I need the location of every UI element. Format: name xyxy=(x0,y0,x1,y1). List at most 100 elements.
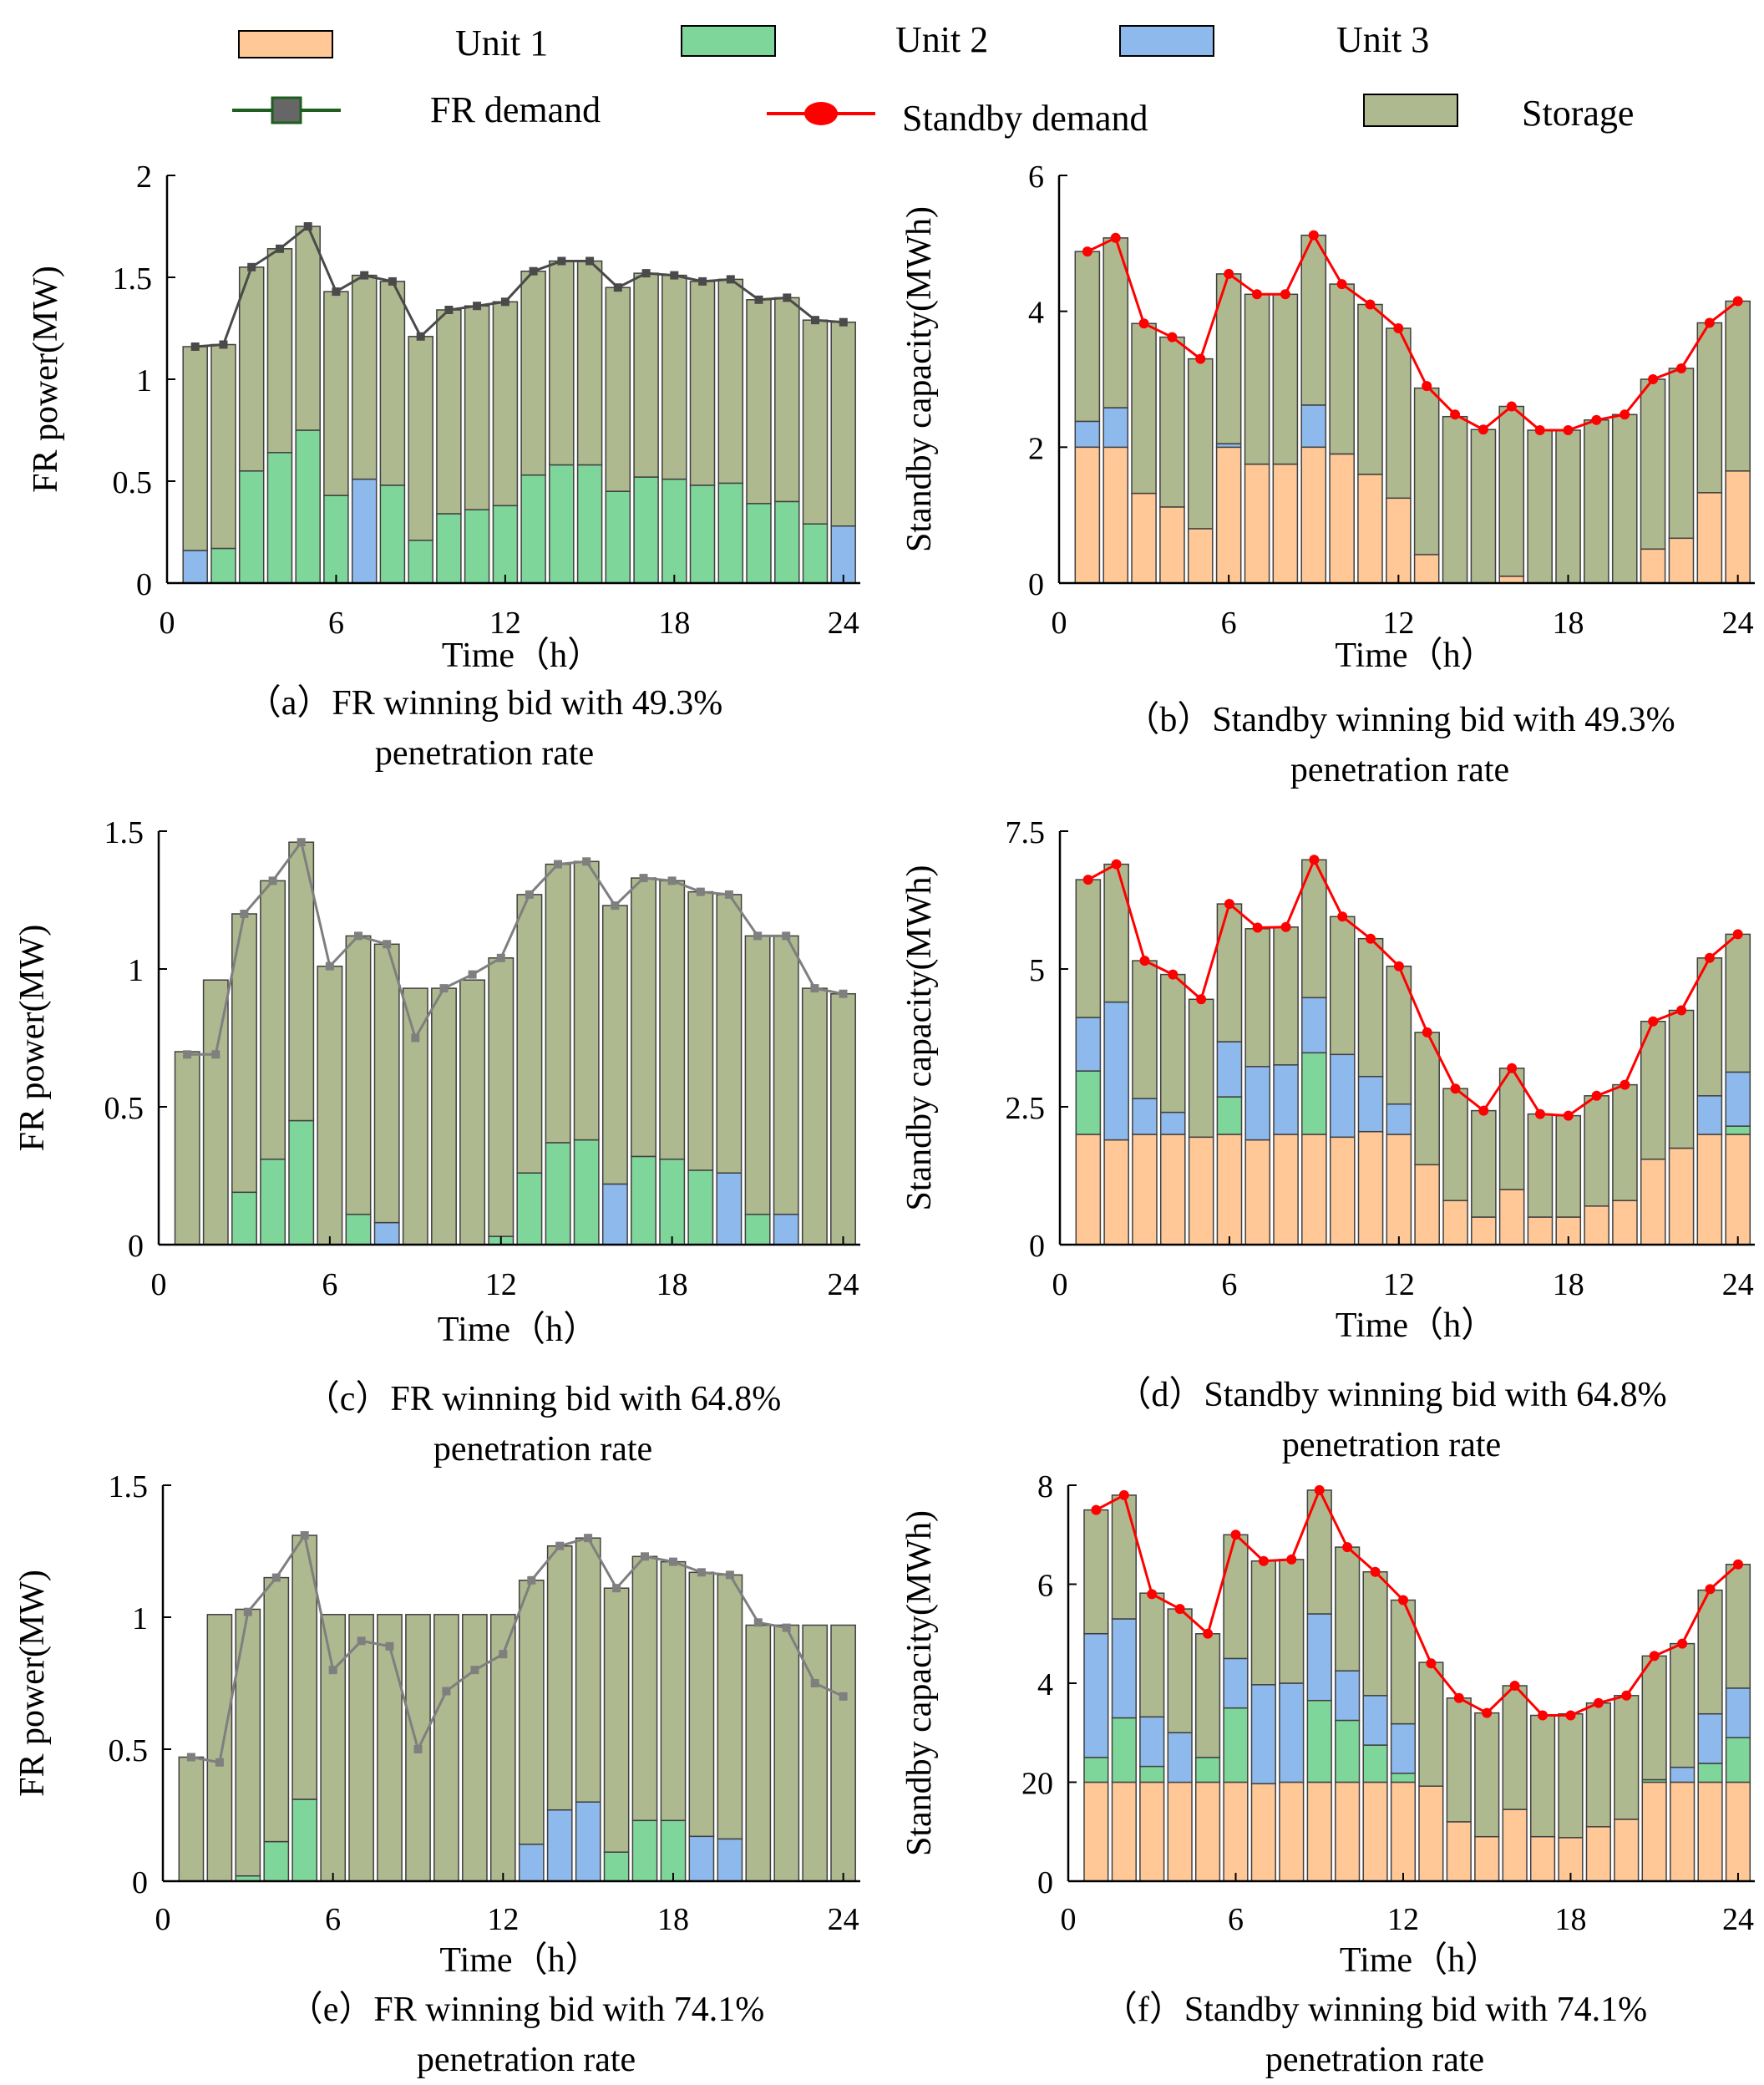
x-tick-label: 18 xyxy=(656,1267,688,1302)
demand-point-h2 xyxy=(1118,1489,1129,1500)
bar-storage-h17 xyxy=(631,877,656,1158)
demand-point-h14 xyxy=(1450,1083,1461,1094)
bar-storage-h9 xyxy=(408,336,433,541)
bar-storage-h20 xyxy=(717,278,744,484)
bar-storage-h15 xyxy=(575,1537,601,1803)
bar-unit2-h5 xyxy=(291,1798,318,1882)
demand-point-h23 xyxy=(1704,317,1715,328)
demand-point-h6 xyxy=(325,961,334,971)
demand-point-h16 xyxy=(1507,1063,1518,1073)
demand-point-h10 xyxy=(1342,1542,1353,1553)
bar-storage-h15 xyxy=(576,260,603,466)
bar-unit2-h14 xyxy=(545,1142,571,1245)
x-tick-label: 6 xyxy=(325,1902,341,1937)
y-tick-label: 0 xyxy=(1037,1865,1053,1900)
y-tick-label: 5 xyxy=(1029,953,1045,988)
chart-panel-c: 0 0.5 1 1.5 0 6 12 18 24 Time（h） FR power(MW) xyxy=(13,815,860,1349)
bar-unit1-h21 xyxy=(1640,1158,1666,1245)
bar-storage-h20 xyxy=(1612,1083,1638,1201)
bar-storage-h8 xyxy=(373,943,400,1224)
demand-point-h7 xyxy=(1258,1555,1269,1566)
x-tick-label: 6 xyxy=(322,1267,337,1302)
bar-storage-h1 xyxy=(1074,251,1101,423)
demand-point-h16 xyxy=(611,901,620,911)
bar-storage-h14 xyxy=(1446,1697,1472,1823)
demand-line xyxy=(1087,232,1739,432)
demand-point-h16 xyxy=(613,283,622,292)
bar-storage-h17 xyxy=(1527,1113,1554,1218)
bar-unit3-h20 xyxy=(717,1838,743,1882)
bar-unit3-h1 xyxy=(1083,1633,1109,1758)
demand-point-h17 xyxy=(1534,425,1545,435)
demand-point-h21 xyxy=(1648,374,1659,384)
bar-storage-h3 xyxy=(231,913,257,1194)
legend-swatch-unit3 xyxy=(1119,25,1214,57)
demand-point-h13 xyxy=(1422,1027,1432,1037)
demand-point-h21 xyxy=(1648,1016,1659,1027)
demand-point-h3 xyxy=(1147,1589,1158,1600)
bar-unit2-h24 xyxy=(1725,1125,1751,1135)
demand-point-h1 xyxy=(1082,875,1093,885)
demand-point-h18 xyxy=(670,271,679,280)
bar-unit1-h10 xyxy=(1335,1781,1361,1882)
bar-storage-h3 xyxy=(235,1608,261,1877)
bar-unit3-h15 xyxy=(575,1801,601,1882)
legend: Unit 1 Unit 2 Unit 3 FR demand Standby d… xyxy=(0,0,1764,159)
bar-unit2-h6 xyxy=(323,495,349,584)
bar-unit1-h7 xyxy=(1244,1139,1271,1245)
y-tick-label: 1 xyxy=(128,953,144,988)
bar-storage-h9 xyxy=(1301,859,1327,999)
bar-storage-h2 xyxy=(210,343,236,550)
bar-unit3-h10 xyxy=(1329,1053,1356,1139)
demand-point-h14 xyxy=(557,256,566,266)
demand-point-h15 xyxy=(584,1534,593,1543)
bar-unit3-h24 xyxy=(1725,1071,1751,1127)
x-tick-label: 0 xyxy=(1052,606,1067,641)
bar-unit1-h23 xyxy=(1696,492,1723,584)
bar-storage-h18 xyxy=(659,880,686,1160)
bar-storage-h17 xyxy=(633,272,659,478)
bar-unit1-h14 xyxy=(1442,1200,1468,1245)
bar-storage-h4 xyxy=(263,1576,290,1843)
bar-storage-h8 xyxy=(1272,293,1299,465)
demand-point-h5 xyxy=(303,222,312,231)
bar-unit3-h24 xyxy=(830,525,856,584)
y-tick-label: 20 xyxy=(1021,1767,1053,1802)
demand-point-h24 xyxy=(839,317,848,327)
bar-storage-h12 xyxy=(1386,965,1412,1105)
demand-point-h17 xyxy=(641,269,651,278)
x-tick-label: 18 xyxy=(658,606,690,641)
bar-storage-h15 xyxy=(1471,1109,1497,1218)
legend-line-standby-demand xyxy=(767,102,875,125)
bar-unit1-h24 xyxy=(1725,1781,1751,1882)
demand-point-h23 xyxy=(811,316,819,325)
bar-storage-h21 xyxy=(745,1624,772,1882)
bar-unit1-h5 xyxy=(1187,528,1214,584)
legend-label-storage: Storage xyxy=(1522,93,1635,134)
bar-unit1-h4 xyxy=(1159,506,1185,584)
bar-storage-h23 xyxy=(1697,1589,1723,1715)
bar-storage-h24 xyxy=(1725,300,1751,472)
demand-point-h18 xyxy=(1565,1710,1576,1721)
demand-point-h3 xyxy=(1138,318,1149,329)
bar-unit2-h11 xyxy=(1362,1744,1388,1783)
demand-point-h10 xyxy=(442,1687,451,1696)
y-tick-label: 1.5 xyxy=(109,1469,149,1504)
bar-storage-h23 xyxy=(802,1624,829,1882)
demand-point-h11 xyxy=(1365,299,1376,310)
legend-label-fr-demand: FR demand xyxy=(430,89,601,130)
bar-unit1-h9 xyxy=(1306,1781,1332,1882)
bar-storage-h3 xyxy=(238,266,265,472)
demand-point-h17 xyxy=(639,874,648,883)
bar-storage-h14 xyxy=(1442,1088,1468,1201)
y-axis-label: FR power(MW) xyxy=(27,266,65,493)
demand-point-h4 xyxy=(268,876,277,885)
demand-point-h9 xyxy=(413,1745,423,1753)
bar-unit3-h8 xyxy=(1273,1064,1299,1135)
bar-storage-h5 xyxy=(288,841,315,1122)
demand-point-h20 xyxy=(724,890,733,899)
y-tick-label: 1.5 xyxy=(113,261,153,297)
bar-storage-h7 xyxy=(348,1614,374,1882)
demand-point-h11 xyxy=(470,1666,479,1675)
bar-unit3-h1 xyxy=(1075,1017,1102,1072)
